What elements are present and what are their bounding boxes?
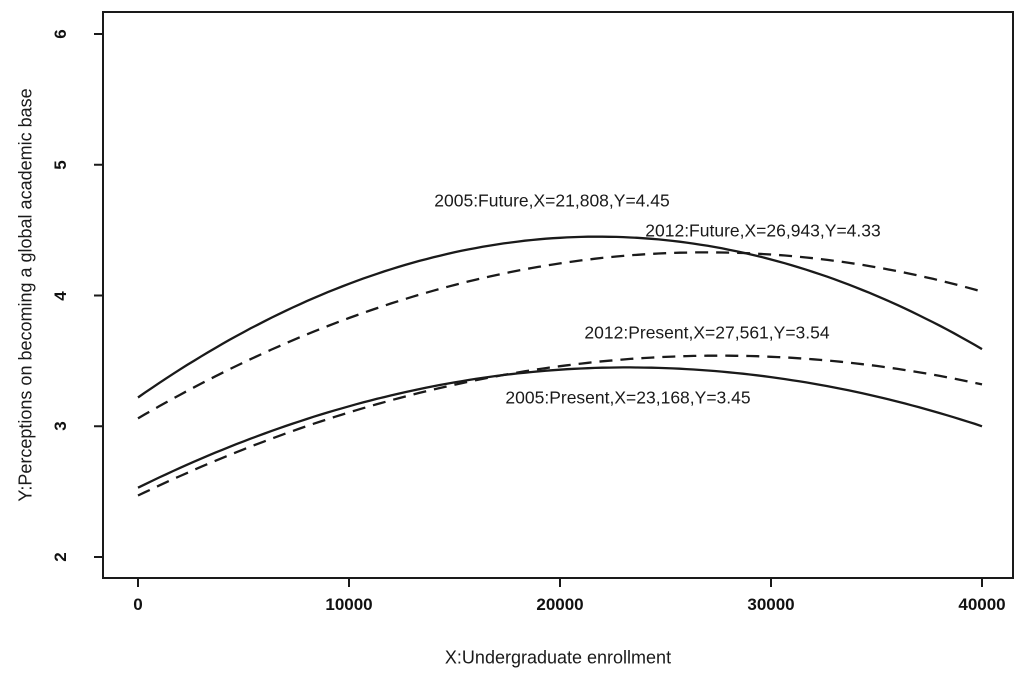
curve-2005-future xyxy=(137,235,983,399)
y-axis-title: Y:Perceptions on becoming a global acade… xyxy=(15,88,36,502)
curve-label-2005-future: 2005:Future,X=21,808,Y=4.45 xyxy=(434,190,670,211)
x-axis-title: X:Undergraduate enrollment xyxy=(444,647,672,668)
curve-label-2012-future: 2012:Future,X=26,943,Y=4.33 xyxy=(645,220,881,241)
curve-2005-present xyxy=(137,366,983,489)
y-tick-label: 4 xyxy=(51,290,70,301)
x-tick-label: 20000 xyxy=(536,595,584,614)
curve-label-2012-present: 2012:Present,X=27,561,Y=3.54 xyxy=(584,322,830,343)
y-tick-label: 6 xyxy=(51,29,70,39)
curve-label-2005-present: 2005:Present,X=23,168,Y=3.45 xyxy=(505,387,751,408)
y-tick-label: 5 xyxy=(51,160,70,170)
x-tick-label: 40000 xyxy=(958,595,1006,614)
x-tick-label: 30000 xyxy=(747,595,795,614)
y-tick-label: 3 xyxy=(51,421,70,431)
y-tick-label: 2 xyxy=(51,552,70,562)
x-tick-label: 10000 xyxy=(325,595,373,614)
x-tick-label: 0 xyxy=(133,595,143,614)
curve-2012-future xyxy=(137,251,983,420)
curve-2012-present xyxy=(137,354,983,497)
